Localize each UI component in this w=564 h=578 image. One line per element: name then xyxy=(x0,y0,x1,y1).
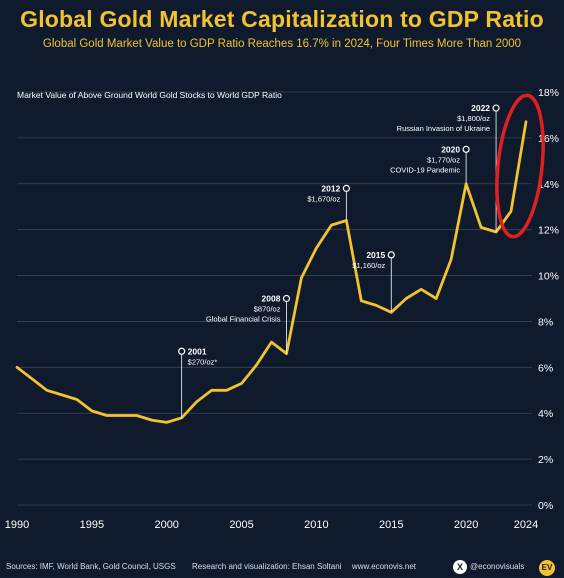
annotation-2015: 2015$1,160/oz xyxy=(352,250,395,313)
annotation-price: $1,160/oz xyxy=(352,261,385,270)
y-tick-label: 18% xyxy=(538,87,559,99)
y-axis-label: Market Value of Above Ground World Gold … xyxy=(17,90,282,100)
y-tick-label: 14% xyxy=(538,179,559,191)
x-tick-label: 2005 xyxy=(229,519,253,531)
annotation-year: 2020 xyxy=(441,144,460,154)
annotation-pin xyxy=(387,251,395,259)
y-tick-label: 8% xyxy=(538,316,553,328)
highlight-circle xyxy=(495,93,545,239)
x-tick-label: 1990 xyxy=(5,519,29,531)
x-tick-label: 2010 xyxy=(304,519,328,531)
annotation-year: 2008 xyxy=(262,294,281,304)
x-icon[interactable]: X xyxy=(453,560,467,574)
sources-text: Sources: IMF, World Bank, Gold Council, … xyxy=(6,562,176,571)
x-tick-label: 2015 xyxy=(379,519,403,531)
series-line xyxy=(15,120,528,424)
annotation-2001: 2001$270/oz* xyxy=(178,346,218,418)
annotation-price: $1,770/oz xyxy=(427,155,460,164)
x-axis-ticks: 1990 1995 2000 2005 2010 2015 2020 2024 xyxy=(5,519,538,531)
x-tick-label: 2024 xyxy=(514,519,538,531)
annotation-year: 2001 xyxy=(188,346,207,356)
x-tick-label: 2000 xyxy=(154,519,178,531)
y-tick-label: 12% xyxy=(538,225,559,237)
annotation-event: Global Financial Crisis xyxy=(206,315,281,324)
econovis-logo-badge: EV xyxy=(539,560,555,576)
annotation-pin xyxy=(462,145,470,153)
annotation-pin xyxy=(282,294,291,303)
annotation-pin xyxy=(342,184,350,192)
y-tick-label: 10% xyxy=(538,271,559,283)
y-tick-label: 4% xyxy=(538,408,553,420)
annotation-price: $1,670/oz xyxy=(307,194,340,203)
annotation-price: $1,800/oz xyxy=(457,114,490,123)
annotation-year: 2015 xyxy=(366,250,385,260)
y-axis-ticks: 0%2%4%6%8%10%12%14%16%18% xyxy=(538,87,559,512)
annotation-pin xyxy=(178,347,186,355)
credit-text: Research and visualization: Ehsan Soltan… xyxy=(192,562,342,571)
website-link[interactable]: www.econovis.net xyxy=(352,562,417,571)
social-handle[interactable]: @econovisuals xyxy=(470,562,525,571)
y-tick-label: 6% xyxy=(538,362,553,374)
x-tick-label: 1995 xyxy=(80,519,104,531)
x-tick-label: 2020 xyxy=(454,519,478,531)
annotation-year: 2012 xyxy=(321,183,340,193)
y-tick-label: 0% xyxy=(538,500,553,512)
chart-subtitle: Global Gold Market Value to GDP Ratio Re… xyxy=(42,38,522,50)
annotation-year: 2022 xyxy=(471,103,490,113)
annotation-event: Russian Invasion of Ukraine xyxy=(397,124,490,133)
annotation-event: COVID-19 Pandemic xyxy=(390,165,460,174)
annotation-pin xyxy=(492,104,500,112)
series-layer xyxy=(15,120,528,424)
annotation-price: $270/oz* xyxy=(188,357,218,366)
annotation-price: $870/oz xyxy=(254,305,281,314)
gold-gdp-line-chart: 0%2%4%6%8%10%12%14%16%18% 1990 1995 2000 20… xyxy=(5,87,559,531)
chart-title: Global Gold Market Capitalization to GDP… xyxy=(20,6,544,32)
annotation-2012: 2012$1,670/oz xyxy=(307,183,350,221)
y-tick-label: 2% xyxy=(538,454,553,466)
